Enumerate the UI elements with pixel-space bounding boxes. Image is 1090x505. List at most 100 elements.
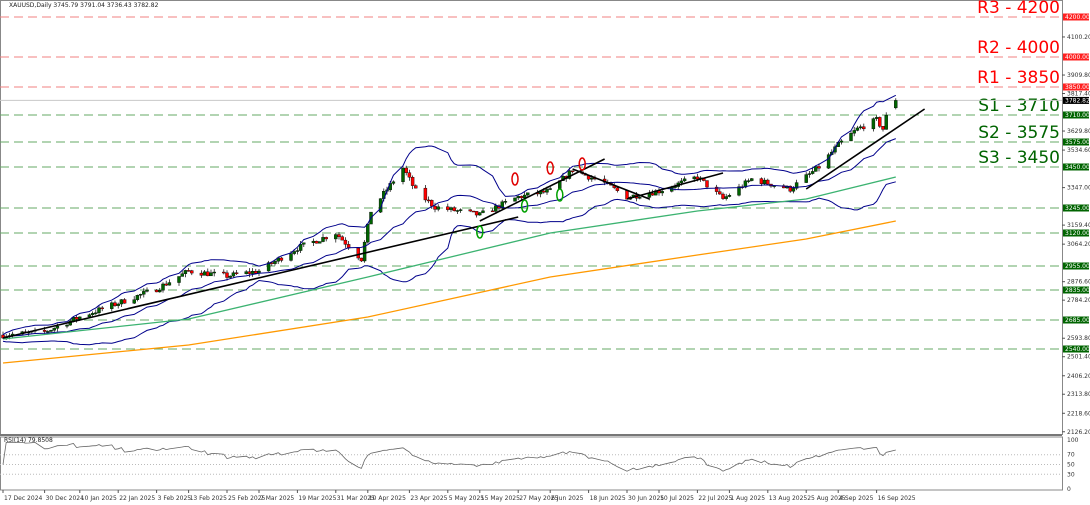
pivot-low-marker — [476, 225, 484, 239]
candle-body — [862, 126, 866, 130]
candle-body — [817, 166, 821, 169]
last-price-tag-bg — [1063, 96, 1089, 104]
rsi-tick-label: 50 — [1067, 462, 1075, 469]
y-tick-label: 2406.20 — [1067, 373, 1090, 380]
x-tick-label: 4 Sep 2025 — [839, 495, 873, 502]
main-frame — [0, 0, 1063, 435]
candle-body — [682, 178, 687, 182]
candle-body — [500, 201, 504, 209]
candle-body — [119, 299, 124, 305]
trendline — [805, 108, 926, 190]
candle-body — [695, 176, 700, 180]
candle-body — [158, 289, 162, 293]
level-tag: 2685.00 — [1065, 317, 1090, 324]
candle-body — [449, 207, 453, 210]
candle-body — [366, 223, 370, 243]
rsi-tick-label: 0 — [1067, 486, 1071, 493]
trendline — [479, 158, 605, 222]
candle-body — [567, 170, 572, 179]
level-tag-bg — [1063, 286, 1089, 294]
candle-body — [234, 272, 239, 274]
candle-body — [46, 331, 50, 333]
candle-body — [110, 302, 114, 309]
level-label-R2: R2 - 4000 — [977, 38, 1060, 58]
candle-body — [289, 253, 293, 261]
trendline — [572, 168, 650, 200]
pivot-high-marker — [511, 172, 519, 186]
candle-body — [807, 173, 812, 175]
candle-body — [145, 289, 149, 292]
candle-body — [273, 261, 277, 264]
candle-body — [490, 210, 495, 213]
y-tick-label: 3159.40 — [1067, 222, 1090, 229]
pivot-high-marker — [578, 157, 586, 171]
candle-body — [849, 132, 853, 142]
candle-body — [884, 115, 888, 130]
candle-body — [94, 312, 98, 314]
candle-body — [794, 182, 799, 189]
candle-body — [839, 140, 844, 143]
rsi-line — [2, 441, 896, 472]
candle-body — [590, 177, 594, 180]
candle-body — [209, 272, 213, 277]
candle-body — [750, 178, 754, 181]
candle-body — [97, 307, 101, 313]
level-tag: 3450.00 — [1065, 164, 1090, 171]
candle-body — [161, 283, 165, 291]
candle-body — [679, 180, 684, 184]
level-tag: 4200.00 — [1065, 14, 1090, 21]
candle-body — [430, 200, 434, 207]
y-tick-label: 3534.60 — [1067, 147, 1090, 154]
candle-body — [615, 187, 620, 191]
candle-body — [894, 100, 898, 109]
level-tag-bg — [1063, 111, 1089, 119]
rsi-frame — [0, 436, 1063, 491]
x-tick-label: 18 Jun 2025 — [590, 495, 626, 502]
candle-body — [177, 276, 181, 283]
candle-body — [404, 167, 408, 173]
candle-body — [337, 234, 341, 237]
candle-body — [324, 237, 328, 240]
level-tag: 3575.00 — [1065, 139, 1090, 146]
candle-body — [254, 271, 258, 274]
candle-body — [340, 236, 344, 241]
candles — [1, 98, 898, 340]
candle-body — [362, 241, 367, 262]
candle-body — [401, 167, 405, 183]
candle-body — [423, 187, 428, 201]
last-price-tag: 3782.82 — [1065, 97, 1090, 104]
candle-body — [660, 191, 664, 194]
x-tick-label: 22 Jul 2025 — [698, 495, 732, 502]
candle-body — [250, 271, 255, 274]
x-tick-label: 1 Aug 2025 — [730, 495, 765, 502]
candle-body — [49, 330, 53, 332]
x-tick-label: 3 Feb 2025 — [158, 495, 192, 502]
candle-body — [132, 299, 136, 304]
candle-body — [231, 272, 236, 277]
candle-body — [298, 244, 303, 251]
level-tag-bg — [1063, 138, 1089, 146]
x-tick-label: 5 May 2025 — [449, 495, 484, 502]
candle-body — [391, 181, 396, 184]
candle-body — [302, 242, 306, 245]
x-tick-label: 13 Aug 2025 — [769, 495, 808, 502]
candle-body — [202, 271, 207, 276]
x-tick-label: 13 Feb 2025 — [190, 495, 228, 502]
candle-body — [814, 166, 818, 172]
level-label-R3: R3 - 4200 — [977, 0, 1060, 18]
candle-body — [881, 126, 885, 130]
candle-body — [52, 328, 56, 331]
candle-body — [122, 299, 127, 304]
pivot-low-marker — [556, 188, 564, 202]
candle-body — [468, 209, 472, 212]
candle-body — [167, 282, 172, 286]
pivot-low-marker — [520, 199, 529, 213]
x-tick-label: 31 Mar 2025 — [337, 495, 375, 502]
y-tick-label: 3064.20 — [1067, 241, 1090, 248]
candle-body — [471, 210, 476, 213]
rsi-tick-label: 70 — [1067, 452, 1075, 459]
x-tick-label: 7 Mar 2025 — [260, 495, 294, 502]
candle-body — [519, 196, 524, 199]
bollinger-middle-band — [2, 138, 896, 339]
